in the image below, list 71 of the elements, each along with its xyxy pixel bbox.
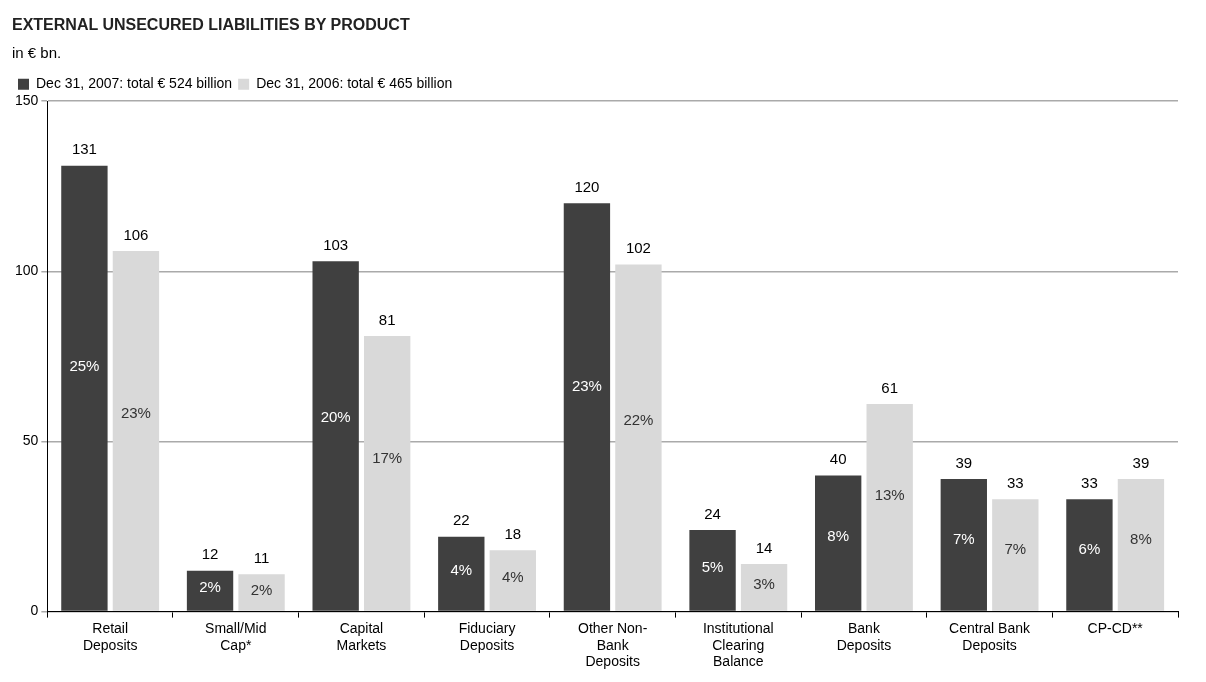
bar [489,550,536,611]
data-label: 18 [504,524,522,542]
bar [563,203,611,611]
bar [689,529,736,611]
x-tick-label: Small/Mid Cap* [205,619,267,653]
data-label: 103 [323,235,349,253]
chart-title: EXTERNAL UNSECURED LIABILITIES BY PRODUCT [12,16,410,34]
data-label: 81 [378,310,396,328]
y-tick-label: 150 [15,92,39,109]
annotation: 5% [701,557,724,575]
bar [740,563,788,611]
annotation: 20% [320,407,351,425]
data-label: 131 [71,140,97,158]
x-tick-label: Capital Markets [336,619,387,653]
bar [1066,499,1113,611]
data-label: 11 [253,548,270,566]
bar [364,335,411,611]
y-tick-label: 0 [30,602,39,619]
annotation: 6% [1078,540,1101,558]
data-label: 22 [452,511,470,529]
annotation: 4% [450,560,473,578]
data-label: 12 [201,545,219,563]
data-label: 39 [1132,453,1150,471]
annotation: 17% [372,448,403,466]
legend-label: Dec 31, 2007: total € 524 billion [36,75,233,92]
bar [112,250,160,611]
data-label: 106 [123,225,149,243]
x-tick-label: CP-CD** [1087,619,1144,636]
bar [238,574,285,611]
x-tick-label: Other Non-Bank Deposits [578,619,648,670]
bar [866,404,913,611]
bar [61,165,108,611]
data-label: 120 [574,177,600,195]
bar [940,478,987,611]
annotation: 7% [952,530,975,548]
bar [992,499,1039,611]
annotation: 8% [1130,530,1152,548]
bar [815,475,862,611]
annotation: 3% [753,574,775,592]
annotation: 7% [1004,540,1027,558]
annotation: 23% [120,404,151,422]
data-label: 33 [1006,473,1024,491]
y-tick-label: 100 [15,262,39,279]
bar [438,536,485,611]
x-tick-label: Fiduciary Deposits [458,619,516,653]
data-label: 61 [881,378,899,396]
bar [312,261,359,611]
x-tick-label: Retail Deposits [82,619,138,653]
legend-label: Dec 31, 2006: total € 465 billion [256,75,453,92]
data-label: 24 [704,504,721,522]
bar [1117,478,1165,611]
annotation: 2% [199,577,221,595]
annotation: 13% [874,486,905,504]
annotation: 25% [69,356,100,374]
bar [615,264,662,611]
x-tick-label: Central Bank Deposits [949,619,1032,653]
data-label: 40 [829,450,847,468]
annotation: 8% [827,526,850,544]
data-label: 33 [1081,473,1098,491]
data-label: 14 [755,538,773,556]
chart-subtitle: in € bn. [12,44,62,62]
x-tick-label: Institutional Clearing Balance [702,619,774,670]
annotation: 2% [250,581,273,599]
data-label: 102 [625,239,651,257]
annotation: 22% [623,411,654,429]
data-label: 39 [955,453,973,471]
bar [186,570,234,611]
annotation: 23% [571,377,602,395]
y-tick-label: 50 [22,432,39,449]
x-tick-label: Bank Deposits [836,619,892,653]
annotation: 4% [501,567,524,585]
